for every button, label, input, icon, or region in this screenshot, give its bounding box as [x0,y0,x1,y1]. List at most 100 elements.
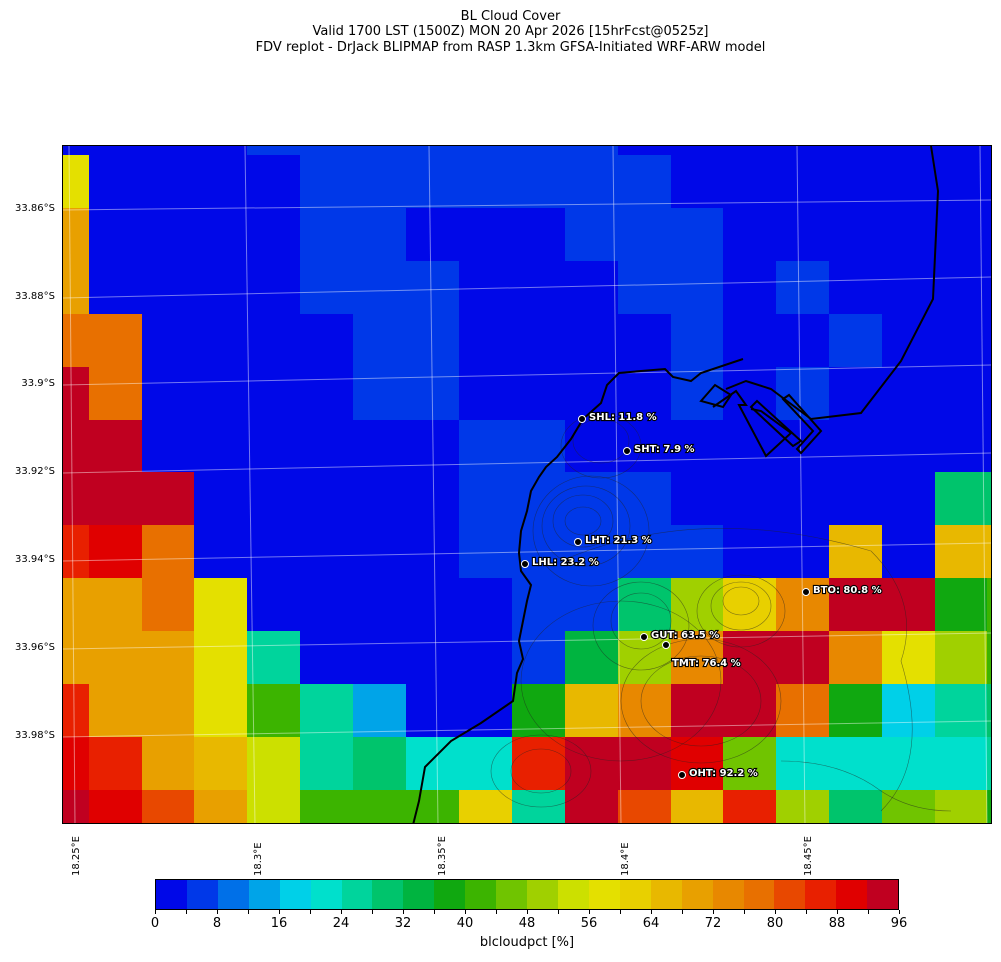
heatmap-cell [829,261,883,315]
colorbar-tick-label: 16 [270,916,288,931]
graticule-lines [63,146,991,823]
colorbar-tick [806,910,807,914]
colorbar-swatch [217,880,249,909]
heatmap-cell [565,790,619,823]
heatmap-cell [512,578,566,632]
heatmap-cell [406,472,460,526]
station-dot-tmt [662,641,670,649]
colorbar-tick-label: 64 [642,916,660,931]
heatmap-cell [671,261,724,315]
colorbar-swatch [836,880,868,909]
heatmap-cell [459,420,513,473]
heatmap-cell [829,472,883,526]
heatmap-cell [882,261,936,315]
heatmap-cell [247,314,301,368]
heatmap-cell [353,155,407,209]
colorbar-swatch [156,880,187,909]
heatmap-cell [776,146,830,156]
terrain-contours [490,413,952,812]
heatmap-cell [194,790,248,823]
station-label-lhl: LHL: 23.2 % [532,557,599,568]
colorbar-swatch [588,880,620,909]
heatmap-cell [194,737,248,791]
heatmap-cell [459,261,513,315]
colorbar-tick [651,910,652,914]
colorbar-swatch [341,880,373,909]
heatmap-cell [776,261,830,315]
heatmap-cell [987,314,991,368]
colorbar-swatch [743,880,775,909]
heatmap-cell [987,525,991,579]
heatmap-cell [671,420,724,473]
colorbar-swatch [774,880,806,909]
heatmap-cell [987,155,991,209]
heatmap-cell [406,367,460,421]
colorbar-swatch [712,880,744,909]
heatmap-cell [353,261,407,315]
heatmap-cell [459,472,513,526]
heatmap-cell [406,578,460,632]
colorbar-tick-label: 96 [890,916,908,931]
heatmap-cell [247,525,301,579]
heatmap-cell [829,208,883,262]
heatmap-cell [353,472,407,526]
heatmap-cell [353,578,407,632]
y-tick-label: 33.98°S [15,730,55,741]
heatmap-cell [882,578,936,632]
heatmap-cell [406,737,460,791]
station-dot-gut [640,633,648,641]
colorbar-tick [837,910,838,914]
heatmap-cell [618,684,672,738]
y-tick-label: 33.96°S [15,642,55,653]
heatmap-cell [300,578,354,632]
colorbar-tick-label: 40 [456,916,474,931]
heatmap-cell [618,314,672,368]
heatmap-cell [987,472,991,526]
heatmap-cell [142,790,195,823]
colorbar-swatch [434,880,466,909]
heatmap-cell [459,578,513,632]
station-label-bto: BTO: 80.8 % [813,585,882,596]
heatmap-cell [512,420,566,473]
heatmap-cell [829,314,883,368]
heatmap-cell [776,737,830,791]
colorbar-swatch [867,880,899,909]
colorbar-swatch [248,880,280,909]
heatmap-cell [565,208,619,262]
station-label-gut: GUT: 63.5 % [651,630,719,641]
heatmap-cell [300,790,354,823]
heatmap-cell [565,420,619,473]
heatmap-cell [194,472,248,526]
heatmap-cell [247,631,301,685]
colorbar-tick-label: 8 [212,916,222,931]
station-label-oht: OHT: 92.2 % [689,768,758,779]
heatmap-cell [89,314,143,368]
heatmap-cell [142,472,195,526]
heatmap-cell [194,208,248,262]
heatmap-cell [142,684,195,738]
heatmap-cell [142,737,195,791]
heatmap-cell [89,790,143,823]
heatmap-cell [882,420,936,473]
heatmap-cell [882,737,936,791]
heatmap-cell [671,146,724,156]
station-dot-oht [678,771,686,779]
heatmap-cell [63,261,90,315]
heatmap-cell [89,261,143,315]
heatmap-cell [459,737,513,791]
heatmap-cell [723,684,777,738]
station-dot-bto [802,588,810,596]
heatmap-cell [565,314,619,368]
heatmap-cell [194,367,248,421]
heatmap-cell [459,155,513,209]
heatmap-cell [89,684,143,738]
heatmap-cell [565,146,619,156]
heatmap-cell [935,631,988,685]
colorbar-tick-label: 56 [580,916,598,931]
chart-valid-time: Valid 1700 LST (1500Z) MON 20 Apr 2026 [… [312,24,709,39]
heatmap-cell [300,146,354,156]
heatmap-cell [63,314,90,368]
heatmap-cell [618,420,672,473]
heatmap-cell [882,525,936,579]
heatmap-cell [618,261,672,315]
